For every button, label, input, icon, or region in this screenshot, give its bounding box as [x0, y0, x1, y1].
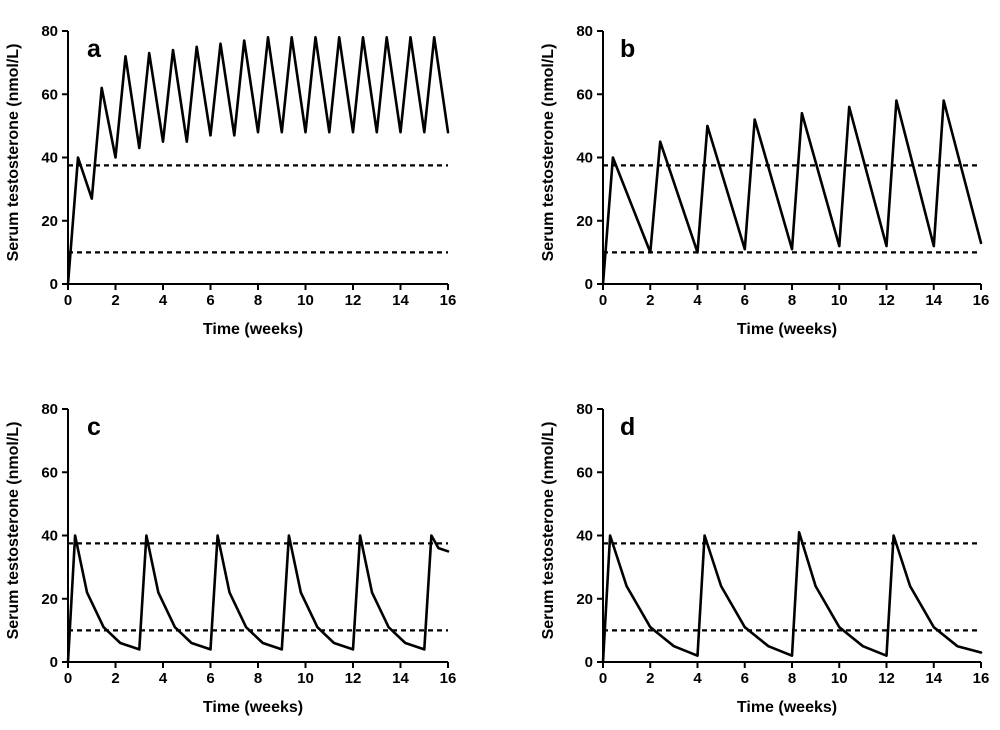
y-tick-label-d-80: 80 — [576, 401, 593, 418]
panel-c: 0 2 4 6 8 10 12 14 16 0 20 40 60 80 Time (weeks) Serum … — [5, 401, 456, 716]
x-tick-label-b-10: 10 — [831, 292, 848, 309]
y-axis-title-a: Serum testosterone (nmol/L) — [5, 44, 22, 262]
x-axis-title-d: Time (weeks) — [737, 699, 837, 716]
panel-b: 0 2 4 6 8 10 12 14 16 0 20 40 60 80 Time (weeks) Serum … — [540, 23, 989, 338]
y-axis-title-d: Serum testosterone (nmol/L) — [540, 422, 557, 640]
x-tick-label-b-6: 6 — [741, 292, 749, 309]
y-tick-label-c-80: 80 — [41, 401, 58, 418]
x-tick-label-a-2: 2 — [111, 292, 119, 309]
y-tick-label-a-40: 40 — [41, 150, 58, 167]
y-tick-label-c-60: 60 — [41, 464, 58, 481]
panel-letter-a: a — [87, 35, 102, 63]
x-tick-label-c-10: 10 — [297, 670, 314, 687]
x-tick-label-d-16: 16 — [973, 670, 990, 687]
x-tick-label-a-16: 16 — [440, 292, 457, 309]
y-tick-label-a-0: 0 — [50, 276, 58, 293]
x-tick-label-c-2: 2 — [111, 670, 119, 687]
y-tick-label-b-80: 80 — [576, 23, 593, 40]
x-tick-label-b-14: 14 — [925, 292, 942, 309]
y-axis-title-c: Serum testosterone (nmol/L) — [5, 422, 22, 640]
x-tick-label-c-16: 16 — [440, 670, 457, 687]
y-tick-label-a-20: 20 — [41, 213, 58, 230]
x-tick-label-d-14: 14 — [925, 670, 942, 687]
y-tick-label-a-80: 80 — [41, 23, 58, 40]
x-tick-label-a-10: 10 — [297, 292, 314, 309]
x-tick-label-c-12: 12 — [345, 670, 362, 687]
x-tick-label-b-4: 4 — [693, 292, 702, 309]
x-axis-title-c: Time (weeks) — [203, 699, 303, 716]
y-tick-label-c-40: 40 — [41, 528, 58, 545]
series-line-b — [601, 99, 983, 286]
y-tick-label-a-60: 60 — [41, 86, 58, 103]
x-tick-label-c-14: 14 — [392, 670, 409, 687]
x-tick-label-b-8: 8 — [788, 292, 796, 309]
x-tick-label-a-4: 4 — [159, 292, 168, 309]
x-axis-title-a: Time (weeks) — [203, 321, 303, 338]
series-line-a — [66, 35, 450, 286]
panel-a: 0 2 4 6 8 10 12 14 16 0 20 40 60 80 Time (weeks) Serum … — [5, 23, 456, 338]
x-tick-label-a-14: 14 — [392, 292, 409, 309]
y-tick-label-d-0: 0 — [585, 654, 593, 671]
x-tick-label-a-6: 6 — [206, 292, 214, 309]
x-tick-label-c-0: 0 — [64, 670, 72, 687]
y-tick-label-d-20: 20 — [576, 591, 593, 608]
y-tick-label-c-0: 0 — [50, 654, 58, 671]
y-tick-label-d-40: 40 — [576, 528, 593, 545]
x-tick-label-c-8: 8 — [254, 670, 262, 687]
y-tick-label-c-20: 20 — [41, 591, 58, 608]
panel-d: 0 2 4 6 8 10 12 14 16 0 20 40 60 80 Time (weeks) Serum … — [540, 401, 989, 716]
x-tick-label-c-6: 6 — [206, 670, 214, 687]
x-tick-label-b-16: 16 — [973, 292, 990, 309]
x-tick-label-d-2: 2 — [646, 670, 654, 687]
y-tick-label-d-60: 60 — [576, 464, 593, 481]
x-axis-title-b: Time (weeks) — [737, 321, 837, 338]
y-tick-label-b-40: 40 — [576, 150, 593, 167]
x-tick-label-a-12: 12 — [345, 292, 362, 309]
y-tick-label-b-20: 20 — [576, 213, 593, 230]
x-tick-label-a-0: 0 — [64, 292, 72, 309]
x-tick-label-b-0: 0 — [599, 292, 607, 309]
panel-letter-b: b — [620, 35, 635, 63]
x-tick-label-d-0: 0 — [599, 670, 607, 687]
panel-letter-c: c — [87, 413, 101, 441]
x-tick-label-a-8: 8 — [254, 292, 262, 309]
y-tick-label-b-0: 0 — [585, 276, 593, 293]
y-axis-title-b: Serum testosterone (nmol/L) — [540, 44, 557, 262]
x-tick-label-d-6: 6 — [741, 670, 749, 687]
series-line-c — [66, 534, 450, 664]
x-tick-label-c-4: 4 — [159, 670, 168, 687]
x-tick-label-d-12: 12 — [878, 670, 895, 687]
x-tick-label-b-12: 12 — [878, 292, 895, 309]
panel-letter-d: d — [620, 413, 635, 441]
y-tick-label-b-60: 60 — [576, 86, 593, 103]
x-tick-label-d-8: 8 — [788, 670, 796, 687]
x-tick-label-d-10: 10 — [831, 670, 848, 687]
series-line-d — [601, 530, 983, 664]
x-tick-label-d-4: 4 — [693, 670, 702, 687]
x-tick-label-b-2: 2 — [646, 292, 654, 309]
